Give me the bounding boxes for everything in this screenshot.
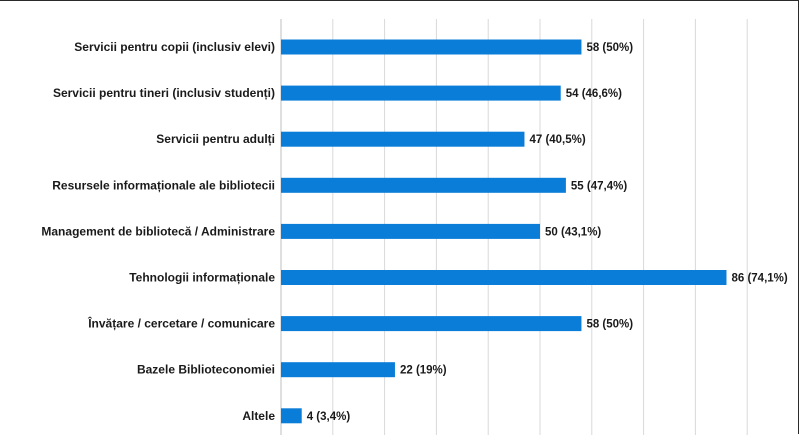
bar bbox=[281, 270, 727, 285]
category-label: Învățare / cercetare / comunicare bbox=[87, 316, 275, 331]
data-label: 47 (40,5%) bbox=[529, 134, 585, 146]
data-label: 54 (46,6%) bbox=[566, 88, 622, 100]
category-label: Resursele informaționale ale bibliotecii bbox=[52, 178, 275, 192]
bar bbox=[281, 408, 302, 424]
data-label: 4 (3,4%) bbox=[307, 411, 351, 423]
bar bbox=[281, 177, 566, 193]
data-label: 86 (74,1%) bbox=[731, 273, 787, 285]
bar bbox=[281, 362, 395, 378]
bars bbox=[281, 39, 727, 424]
category-labels: Servicii pentru copii (inclusiv elevi) Se… bbox=[41, 40, 275, 423]
bar bbox=[281, 39, 582, 55]
data-label: 58 (50%) bbox=[586, 319, 633, 331]
bar bbox=[281, 316, 582, 332]
bar bbox=[281, 131, 525, 147]
category-label: Bazele Biblioteconomiei bbox=[137, 363, 275, 377]
category-label: Tehnologii informaționale bbox=[129, 271, 275, 285]
data-label: 58 (50%) bbox=[586, 42, 633, 54]
value-labels: 58 (50%) 54 (46,6%) 47 (40,5%) 55 (47,4%) 50… bbox=[307, 42, 788, 423]
data-label: 22 (19%) bbox=[400, 365, 447, 377]
category-label: Servicii pentru adulți bbox=[156, 132, 275, 146]
data-label: 50 (43,1%) bbox=[545, 226, 601, 238]
bar bbox=[281, 223, 540, 239]
bar bbox=[281, 85, 561, 101]
category-label: Management de bibliotecă / Administrare bbox=[41, 224, 275, 238]
data-label: 55 (47,4%) bbox=[571, 180, 627, 192]
category-label: Altele bbox=[242, 409, 275, 423]
category-label: Servicii pentru tineri (inclusiv studenț… bbox=[53, 86, 275, 100]
category-label: Servicii pentru copii (inclusiv elevi) bbox=[74, 40, 275, 54]
